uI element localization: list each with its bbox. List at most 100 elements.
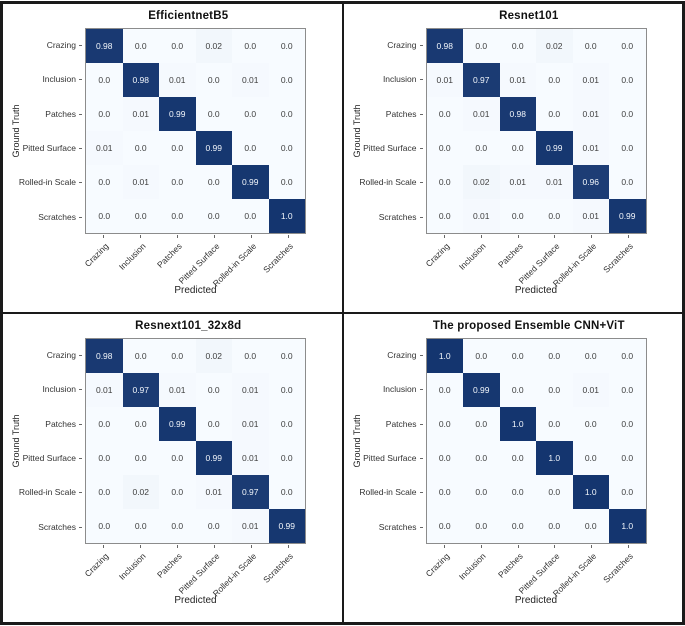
matrix-cell: 0.0 [572,29,609,63]
y-axis-tick-labels: Crazing Inclusion Patches Pitted Surface Rol… [344,338,424,544]
matrix-cell: 0.98 [426,29,463,63]
matrix-cell: 0.0 [195,97,232,131]
matrix-cell: 0.0 [122,407,159,441]
matrix-cell: 0.0 [86,97,123,131]
x-tick-column: Patches [496,545,536,597]
x-tick-label: Crazing [82,551,111,579]
x-tick-label: Inclusion [457,241,488,272]
matrix-cell: 0.0 [536,509,573,543]
x-tick-label: Inclusion [116,551,148,582]
matrix-cell: 0.0 [86,475,123,509]
matrix-cell: 0.0 [463,407,500,441]
matrix-cell: 1.0 [499,407,536,441]
matrix-cell: 0.0 [426,199,463,233]
x-axis-tick-labels: Crazing Inclusion Patches Pitted Surface Rol… [423,545,647,598]
x-tick-column: Inclusion [457,235,499,287]
matrix-cell: 0.0 [609,165,646,199]
x-tick-label: Patches [495,241,525,270]
y-tick-label: Crazing [344,28,424,62]
matrix-cell: 0.0 [463,29,500,63]
y-tick-label: Pitted Surface [344,131,424,165]
matrix-cell: 0.99 [609,199,646,233]
matrix-cell: 0.0 [426,97,463,131]
matrix-cell: 0.0 [159,199,196,233]
x-tick-column: Crazing [423,545,463,597]
matrix-cell: 0.0 [195,509,232,543]
x-tick-column: Scratches [601,235,647,287]
y-tick-label: Rolled-in Scale [3,165,83,199]
matrix-cell: 0.01 [232,63,269,97]
matrix-cell: 0.0 [232,29,269,63]
y-tick-label: Rolled-in Scale [3,475,83,509]
matrix-cell: 1.0 [572,475,609,509]
matrix-cell: 0.0 [499,373,536,407]
matrix-cell: 0.01 [159,373,196,407]
y-tick-label: Inclusion [344,372,424,406]
x-tick-column: Scratches [261,545,306,597]
x-tick-column: Crazing [83,235,122,287]
matrix-cell: 0.0 [268,441,305,475]
matrix-cell: 0.0 [268,29,305,63]
matrix-cell: 0.0 [536,339,573,373]
matrix-cell: 0.01 [159,63,196,97]
matrix-cell: 0.0 [609,407,646,441]
matrix-cell: 0.0 [499,441,536,475]
matrix-cell: 0.01 [572,373,609,407]
matrix-cell: 0.0 [195,373,232,407]
matrix-cell: 0.99 [232,165,269,199]
x-axis-tick-labels: Crazing Inclusion Patches Pitted Surface Rol… [423,235,647,288]
matrix-cell: 0.0 [426,165,463,199]
matrix-cell: 0.0 [609,373,646,407]
matrix-cell: 0.0 [572,509,609,543]
x-tick-label: Patches [155,551,185,580]
matrix-cell: 0.02 [195,29,232,63]
matrix-cell: 0.0 [609,441,646,475]
matrix-cell: 0.98 [122,63,159,97]
matrix-cell: 0.0 [86,407,123,441]
x-axis-tick-labels: Crazing Inclusion Patches Pitted Surface Rol… [83,235,306,288]
matrix-cell: 0.02 [122,475,159,509]
matrix-cell: 0.0 [426,131,463,165]
panel-ensemble-cnn-vit: The proposed Ensemble CNN+ViT Ground Tru… [342,313,683,623]
matrix-cell: 0.0 [122,131,159,165]
matrix-cell: 0.0 [195,63,232,97]
matrix-cell: 0.01 [572,63,609,97]
matrix-cell: 0.0 [268,131,305,165]
matrix-cell: 0.01 [426,63,463,97]
matrix-cell: 0.01 [499,165,536,199]
panel-efficientnetb5: EfficientnetB5 Ground Truth Crazing Inclu… [2,3,343,313]
chart-title: Resnext101_32x8d [135,320,242,332]
y-tick-label: Pitted Surface [3,131,83,165]
heatmap-grid: 0.98 0.0 0.0 0.02 0.0 0.0 0.01 0.97 0.01 0.0 0.01 0… [425,28,647,234]
x-tick-column: Pitted Surface [517,545,573,597]
heatmap-grid: 0.98 0.0 0.0 0.02 0.0 0.0 0.0 0.98 0.01 0.0 0.01 0.… [85,28,306,234]
matrix-cell: 0.97 [232,475,269,509]
chart-title: Resnet101 [499,10,559,22]
matrix-cell: 0.99 [195,441,232,475]
matrix-cell: 1.0 [609,509,646,543]
matrix-cell: 0.01 [536,165,573,199]
matrix-cell: 0.0 [122,199,159,233]
matrix-cell: 0.0 [499,339,536,373]
x-tick-column: Patches [155,235,196,287]
matrix-cell: 0.01 [122,165,159,199]
matrix-cell: 0.01 [499,63,536,97]
matrix-cell: 0.0 [499,509,536,543]
matrix-cell: 0.0 [499,29,536,63]
matrix-cell: 0.0 [536,199,573,233]
matrix-cell: 0.0 [463,509,500,543]
matrix-cell: 0.0 [268,97,305,131]
matrix-cell: 0.0 [426,407,463,441]
x-axis-title: Predicted [514,285,558,296]
matrix-cell: 1.0 [536,441,573,475]
y-tick-label: Scratches [3,200,83,234]
chart-title: The proposed Ensemble CNN+ViT [432,320,625,332]
y-tick-label: Scratches [344,200,424,234]
matrix-cell: 0.0 [572,441,609,475]
y-tick-label: Crazing [3,28,83,62]
matrix-cell: 0.01 [463,199,500,233]
y-tick-label: Inclusion [3,372,83,406]
x-tick-column: Patches [495,235,536,287]
y-tick-label: Rolled-in Scale [344,475,424,509]
x-tick-label: Crazing [423,551,451,579]
